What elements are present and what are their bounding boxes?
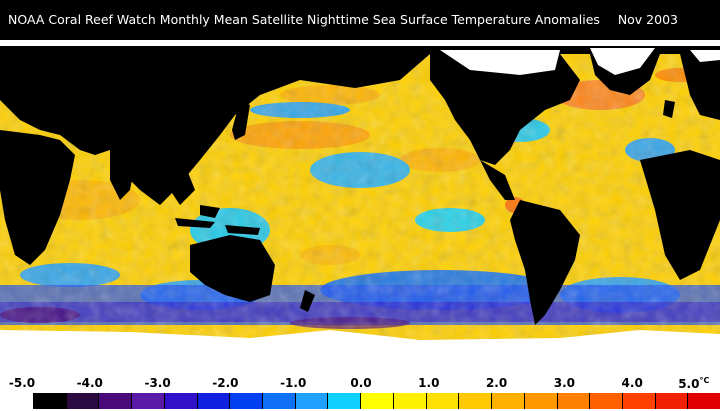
map-date: Nov 2003: [617, 12, 678, 27]
legend-swatch: [426, 393, 460, 409]
legend-tick-label: 5.0°C: [678, 376, 710, 391]
legend-swatch: [688, 393, 720, 409]
legend-tick-label: 2.0: [485, 376, 508, 390]
legend-unit: °C: [699, 376, 710, 385]
legend-tick-label: -1.0: [280, 376, 307, 390]
legend-tick-label: 4.0: [621, 376, 643, 390]
legend-tick-label: -3.0: [144, 376, 171, 390]
legend-swatch: [557, 393, 591, 409]
legend-swatch: [164, 393, 198, 409]
legend-swatch: [132, 393, 165, 409]
legend-tick-label: -2.0: [212, 376, 239, 390]
legend-swatch: [66, 393, 100, 409]
legend-swatch: [361, 393, 394, 409]
legend-swatch: [492, 393, 525, 409]
legend-tick-label: 1.0: [418, 376, 440, 390]
legend-swatch: [393, 393, 427, 409]
color-scale-bar: [33, 393, 720, 409]
legend-swatch: [34, 393, 67, 409]
sst-anomaly-map: [0, 40, 720, 375]
legend-tick-label: 3.0: [553, 376, 576, 390]
legend-swatch: [230, 393, 264, 409]
legend-swatch: [590, 393, 623, 409]
title-bar: NOAA Coral Reef Watch Monthly Mean Satel…: [0, 0, 720, 40]
legend-swatch: [295, 393, 329, 409]
map-title: NOAA Coral Reef Watch Monthly Mean Satel…: [8, 12, 600, 27]
legend-swatch: [622, 393, 656, 409]
legend-swatch: [197, 393, 231, 409]
legend-swatch: [263, 393, 296, 409]
legend-tick-label: -5.0: [8, 376, 36, 390]
legend-swatch: [459, 393, 493, 409]
legend-swatch: [99, 393, 133, 409]
legend-swatch: [328, 393, 362, 409]
legend-tick-label: -4.0: [76, 376, 103, 390]
legend-swatch: [524, 393, 558, 409]
ice-regions: [0, 40, 720, 375]
legend-swatch: [655, 393, 689, 409]
legend-tick-labels: -5.0 -4.0 -3.0 -2.0 -1.0 0.0 1.0 2.0 3.0 4.0 5.0°C: [0, 376, 720, 394]
legend-tick-label: 0.0: [350, 376, 372, 390]
